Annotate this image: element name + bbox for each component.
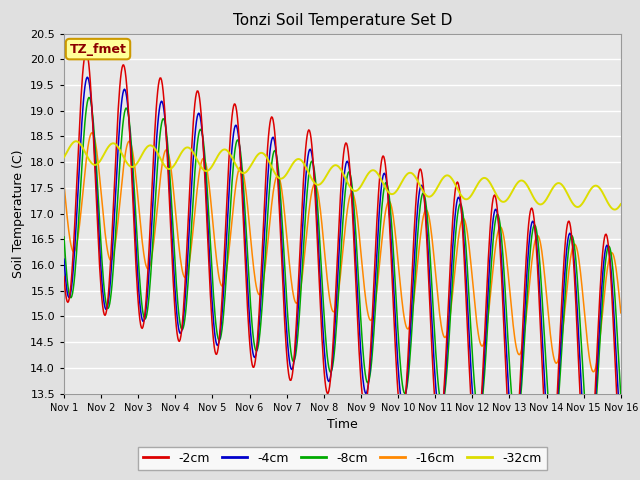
-8cm: [85, 95, 93, 100]
-4cm: [70, 256, 78, 262]
-2cm: [411, 217, 419, 223]
X-axis label: Time: Time: [327, 418, 358, 431]
-32cm: [60, 155, 68, 160]
Line: -4cm: -4cm: [64, 77, 621, 465]
Line: -2cm: -2cm: [64, 52, 621, 480]
-16cm: [214, 269, 222, 275]
-32cm: [128, 164, 136, 170]
-16cm: [590, 369, 598, 375]
-2cm: [83, 49, 90, 55]
-4cm: [411, 246, 419, 252]
-8cm: [185, 270, 193, 276]
-2cm: [70, 234, 78, 240]
-8cm: [70, 279, 78, 285]
-32cm: [70, 139, 78, 145]
-8cm: [617, 394, 625, 399]
Line: -8cm: -8cm: [64, 97, 621, 446]
-2cm: [214, 346, 222, 351]
Line: -32cm: -32cm: [64, 141, 621, 210]
Line: -16cm: -16cm: [64, 132, 621, 372]
-32cm: [185, 145, 193, 151]
-16cm: [60, 181, 68, 187]
-4cm: [128, 169, 136, 175]
Title: Tonzi Soil Temperature Set D: Tonzi Soil Temperature Set D: [233, 13, 452, 28]
-2cm: [60, 274, 68, 279]
-4cm: [83, 74, 91, 80]
-2cm: [428, 329, 435, 335]
-2cm: [617, 469, 625, 475]
-4cm: [185, 237, 193, 242]
-8cm: [60, 234, 68, 240]
-16cm: [70, 249, 78, 254]
-16cm: [128, 146, 136, 152]
-2cm: [185, 206, 193, 212]
Legend: -2cm, -4cm, -8cm, -16cm, -32cm: -2cm, -4cm, -8cm, -16cm, -32cm: [138, 447, 547, 469]
-32cm: [72, 138, 80, 144]
-4cm: [617, 436, 625, 442]
-16cm: [617, 310, 625, 316]
-16cm: [88, 130, 96, 135]
-16cm: [185, 264, 193, 270]
-4cm: [214, 342, 222, 348]
-8cm: [214, 336, 222, 341]
-32cm: [428, 193, 435, 199]
-32cm: [214, 153, 222, 158]
-32cm: [617, 201, 625, 207]
-8cm: [411, 277, 419, 283]
-16cm: [411, 288, 419, 294]
-16cm: [428, 228, 435, 233]
-4cm: [60, 256, 68, 262]
Text: TZ_fmet: TZ_fmet: [70, 43, 127, 56]
Y-axis label: Soil Temperature (C): Soil Temperature (C): [12, 149, 25, 278]
-2cm: [128, 182, 136, 188]
-32cm: [411, 173, 419, 179]
-8cm: [128, 153, 136, 158]
-4cm: [585, 462, 593, 468]
-32cm: [611, 207, 618, 213]
-4cm: [428, 303, 435, 309]
-8cm: [428, 269, 435, 275]
-8cm: [587, 444, 595, 449]
